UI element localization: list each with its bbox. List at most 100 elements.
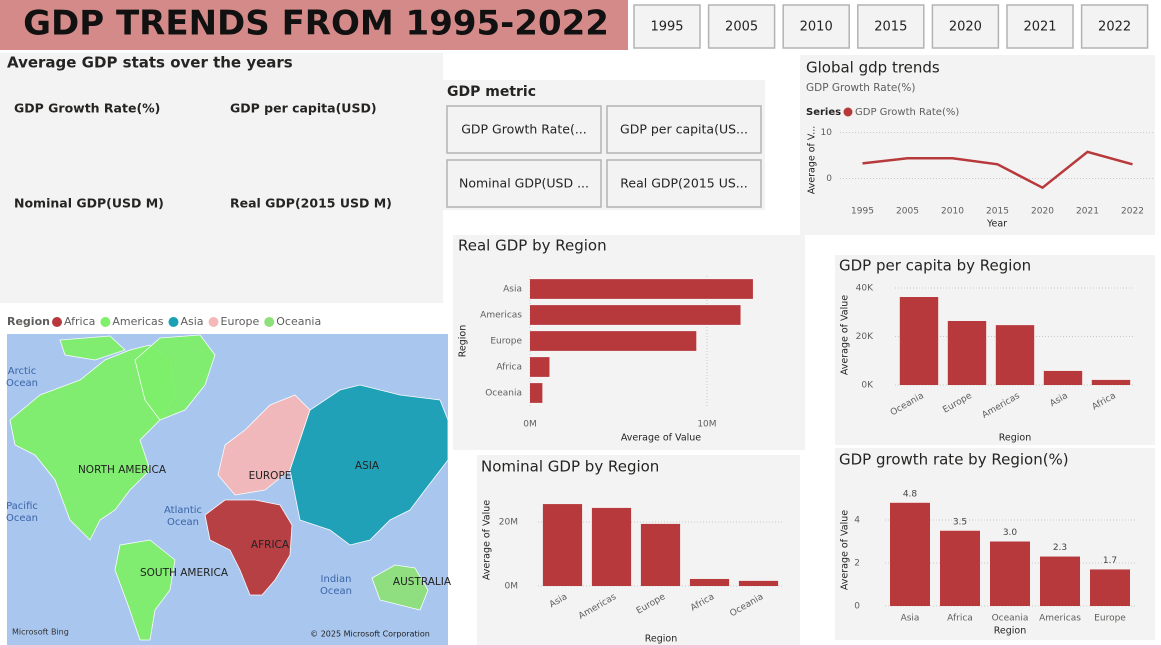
- bar: [990, 541, 1030, 606]
- x-tick-label: 0M: [523, 420, 537, 430]
- stats-panel: [0, 53, 443, 303]
- y-axis-title: Region: [458, 325, 469, 358]
- map-region: [134, 334, 216, 421]
- y-axis-title: Average of Value: [482, 500, 493, 580]
- year-button[interactable]: [1080, 4, 1149, 49]
- stats-label: GDP Growth Rate(%): [14, 101, 160, 116]
- map-copyright: © 2025 Microsoft Corporation: [310, 630, 430, 639]
- chart-panel: [835, 255, 1155, 445]
- year-button[interactable]: [782, 4, 850, 49]
- map-region: [371, 564, 429, 611]
- bar: [995, 325, 1035, 385]
- map-ocean-label: Ocean: [167, 517, 199, 528]
- x-tick-label: Asia: [901, 614, 920, 624]
- y-tick-label: 20M: [499, 518, 518, 528]
- x-tick-label: 2022: [1121, 207, 1144, 217]
- metric-option-label: GDP Growth Rate(...: [461, 122, 587, 137]
- map-legend-label: Africa: [64, 315, 95, 328]
- map-ocean-label: Pacific: [6, 501, 38, 512]
- map-legend-dot: [208, 317, 219, 327]
- y-axis-title: Average of V...: [807, 126, 818, 195]
- bar: [640, 523, 681, 586]
- year-button[interactable]: [633, 4, 701, 49]
- x-axis-title: Average of Value: [621, 433, 701, 444]
- legend-dot: [843, 107, 853, 117]
- chart-subtitle: GDP Growth Rate(%): [806, 82, 915, 94]
- map-legend-label: Europe: [221, 315, 260, 328]
- line-series: [862, 150, 1133, 190]
- data-label: 4.8: [903, 489, 918, 499]
- year-button[interactable]: [707, 4, 776, 49]
- bar: [530, 383, 543, 403]
- y-tick-label: 0K: [861, 381, 874, 391]
- map-ocean-label: Ocean: [6, 378, 38, 389]
- x-tick-label: 2005: [896, 207, 919, 217]
- header-banner: [0, 0, 628, 50]
- x-axis-title: Region: [645, 634, 678, 645]
- y-tick-label: 0: [826, 174, 832, 184]
- map-ocean-label: Arctic: [8, 366, 36, 377]
- metric-option[interactable]: [606, 105, 762, 154]
- year-button-label: 2021: [1023, 20, 1056, 35]
- year-button-label: 2020: [949, 20, 982, 35]
- map-region: [9, 344, 176, 541]
- year-button-label: 2022: [1098, 20, 1131, 35]
- bar: [542, 504, 583, 586]
- stats-label: Nominal GDP(USD M): [14, 196, 164, 211]
- map-legend-dot: [52, 317, 62, 327]
- x-tick-label: Oceania: [992, 614, 1029, 624]
- bar: [689, 578, 730, 586]
- stats-title: Average GDP stats over the years: [7, 54, 293, 72]
- map-attribution: Microsoft Bing: [12, 628, 69, 637]
- bar: [530, 357, 550, 377]
- legend-title: Series: [806, 107, 841, 118]
- y-tick-label: Americas: [480, 311, 522, 321]
- metric-option-label: Nominal GDP(USD ...: [459, 176, 589, 191]
- year-button[interactable]: [857, 4, 925, 49]
- stats-label: Real GDP(2015 USD M): [230, 196, 392, 211]
- metric-option[interactable]: [606, 159, 762, 208]
- x-axis-title: Year: [986, 219, 1007, 230]
- data-label: 3.0: [1003, 528, 1018, 538]
- x-tick-label: 2021: [1076, 207, 1099, 217]
- bar: [890, 502, 930, 606]
- chart-title: Nominal GDP by Region: [481, 458, 659, 476]
- bar: [899, 297, 939, 385]
- chart-panel: [477, 455, 800, 645]
- year-button[interactable]: [931, 4, 1000, 49]
- metric-option-label: Real GDP(2015 US...: [620, 176, 747, 191]
- map-region: [59, 335, 126, 361]
- data-label: 3.5: [953, 517, 967, 527]
- map-continent-label: ASIA: [355, 460, 380, 472]
- map-continent-label: EUROPE: [249, 470, 292, 482]
- x-tick-label: 2015: [986, 207, 1009, 217]
- y-tick-label: 20K: [856, 332, 874, 342]
- map-continent-label: AFRICA: [251, 539, 290, 551]
- map-legend-label: Oceania: [276, 315, 321, 328]
- y-tick-label: 4: [854, 516, 860, 526]
- chart-title: GDP growth rate by Region(%): [839, 451, 1069, 469]
- year-button[interactable]: [1006, 4, 1074, 49]
- bottom-strip: [0, 645, 1161, 648]
- y-tick-label: 0M: [505, 582, 519, 592]
- header-title: GDP TRENDS FROM 1995-2022: [23, 4, 609, 44]
- y-tick-label: Africa: [496, 363, 522, 373]
- y-axis-title: Average of Value: [840, 295, 851, 375]
- map-region: [204, 499, 293, 596]
- x-axis-title: Region: [994, 626, 1027, 637]
- map-legend-label: Americas: [112, 315, 163, 328]
- map-continent-label: NORTH AMERICA: [78, 464, 167, 476]
- chart-title: GDP per capita by Region: [839, 257, 1031, 275]
- y-tick-label: 0: [854, 602, 860, 612]
- bar: [1090, 569, 1130, 606]
- bar: [1043, 370, 1083, 385]
- y-tick-label: 2: [854, 559, 860, 569]
- year-button-label: 2010: [800, 20, 833, 35]
- metric-option[interactable]: [446, 105, 602, 154]
- metric-option[interactable]: [446, 159, 602, 208]
- stats-label: GDP per capita(USD): [230, 101, 377, 116]
- y-tick-label: Oceania: [485, 389, 522, 399]
- year-button-label: 1995: [650, 20, 683, 35]
- map-continent-label: AUSTRALIA: [393, 576, 452, 588]
